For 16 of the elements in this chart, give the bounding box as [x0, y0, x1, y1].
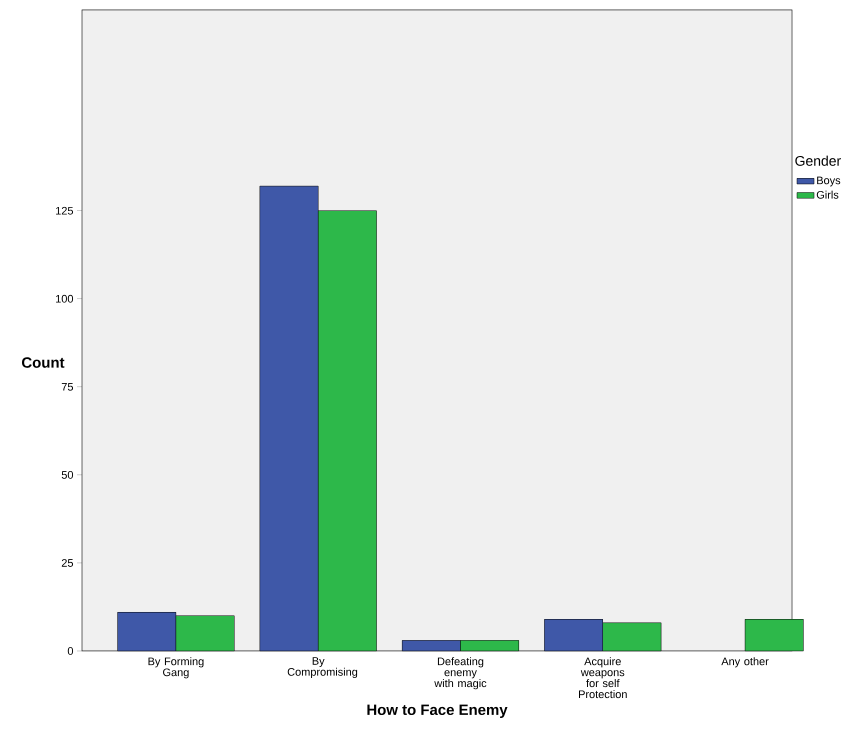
x-axis-title: How to Face Enemy — [367, 704, 508, 718]
y-tick-label: 50 — [62, 471, 74, 479]
legend-title: Gender — [795, 156, 841, 166]
x-tick-label: Any other — [721, 657, 769, 668]
y-tick-label: 25 — [62, 559, 74, 567]
legend-label: Boys — [817, 176, 840, 186]
x-tick-label: Defeating enemy with magic — [434, 657, 486, 690]
x-tick-label: By Compromising — [288, 657, 358, 678]
y-tick-label: 125 — [56, 206, 74, 215]
y-axis-title: Count — [22, 357, 64, 368]
legend-label: Girls — [816, 190, 838, 199]
y-tick-label: 75 — [62, 383, 74, 391]
y-tick-label: 0 — [68, 647, 74, 655]
x-tick-label: By Forming Gang — [148, 657, 204, 678]
y-tick-label: 100 — [56, 294, 74, 303]
x-tick-label: Acquire weapons for self Protection — [579, 657, 627, 698]
